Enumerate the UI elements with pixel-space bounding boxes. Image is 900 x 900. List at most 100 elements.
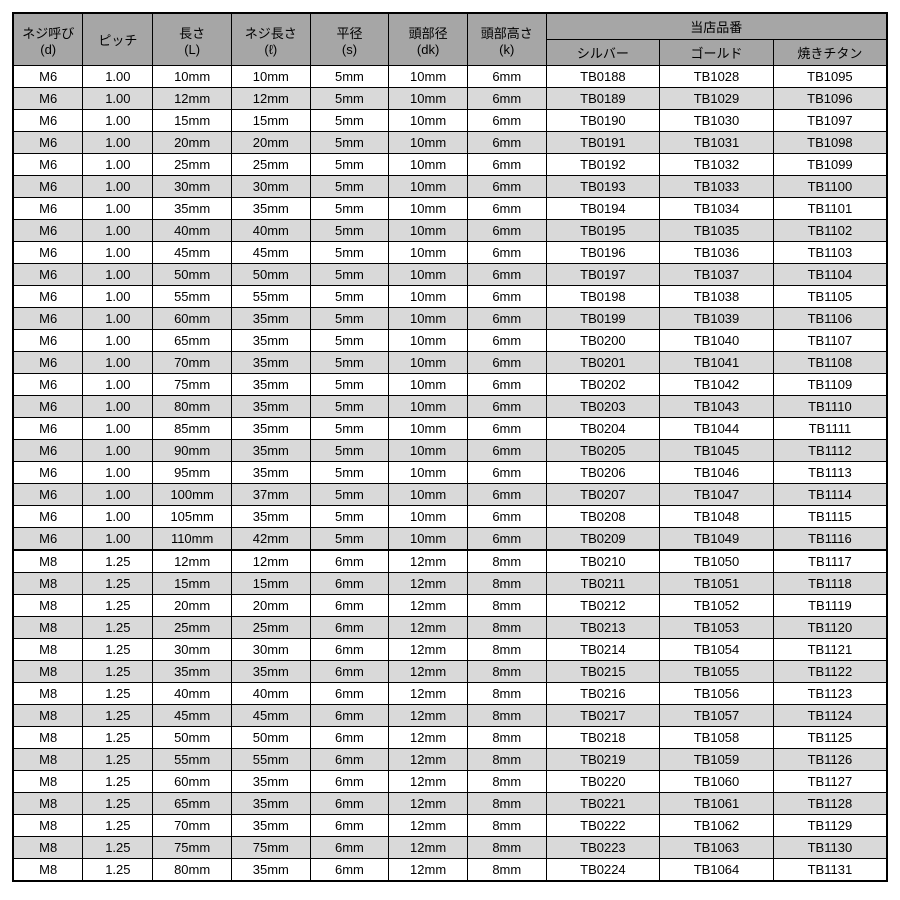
cell-dk: 10mm xyxy=(389,110,468,132)
cell-pitch: 1.00 xyxy=(83,506,153,528)
cell-pn-titan: TB1105 xyxy=(773,286,887,308)
table-row: M61.0090mm35mm5mm10mm6mmTB0205TB1045TB11… xyxy=(13,440,887,462)
cell-pn-silver: TB0199 xyxy=(546,308,660,330)
cell-pn-silver: TB0191 xyxy=(546,132,660,154)
cell-thread-length: 45mm xyxy=(231,705,310,727)
cell-pn-titan: TB1127 xyxy=(773,771,887,793)
table-row: M81.2545mm45mm6mm12mm8mmTB0217TB1057TB11… xyxy=(13,705,887,727)
cell-dk: 10mm xyxy=(389,308,468,330)
cell-d: M6 xyxy=(13,528,83,551)
cell-pn-gold: TB1037 xyxy=(660,264,774,286)
cell-length: 65mm xyxy=(153,793,232,815)
table-header: ネジ呼び (d) ピッチ 長さ (L) ネジ長さ (ℓ) 平径 (s) 頭部径 … xyxy=(13,13,887,66)
cell-length: 40mm xyxy=(153,220,232,242)
cell-length: 25mm xyxy=(153,154,232,176)
cell-thread-length: 40mm xyxy=(231,683,310,705)
cell-length: 50mm xyxy=(153,727,232,749)
cell-k: 6mm xyxy=(467,506,546,528)
cell-pn-silver: TB0208 xyxy=(546,506,660,528)
cell-length: 10mm xyxy=(153,66,232,88)
cell-length: 20mm xyxy=(153,595,232,617)
cell-pn-silver: TB0196 xyxy=(546,242,660,264)
cell-pn-gold: TB1064 xyxy=(660,859,774,882)
cell-s: 6mm xyxy=(310,573,389,595)
cell-pn-silver: TB0217 xyxy=(546,705,660,727)
cell-d: M6 xyxy=(13,198,83,220)
cell-dk: 12mm xyxy=(389,859,468,882)
cell-d: M8 xyxy=(13,705,83,727)
cell-pn-gold: TB1060 xyxy=(660,771,774,793)
cell-dk: 10mm xyxy=(389,506,468,528)
spec-table: ネジ呼び (d) ピッチ 長さ (L) ネジ長さ (ℓ) 平径 (s) 頭部径 … xyxy=(12,12,888,882)
table-row: M61.0030mm30mm5mm10mm6mmTB0193TB1033TB11… xyxy=(13,176,887,198)
cell-s: 5mm xyxy=(310,506,389,528)
cell-pn-gold: TB1029 xyxy=(660,88,774,110)
cell-thread-length: 12mm xyxy=(231,88,310,110)
cell-d: M6 xyxy=(13,110,83,132)
cell-dk: 12mm xyxy=(389,550,468,573)
cell-length: 40mm xyxy=(153,683,232,705)
cell-pn-silver: TB0216 xyxy=(546,683,660,705)
cell-thread-length: 35mm xyxy=(231,396,310,418)
cell-pn-titan: TB1123 xyxy=(773,683,887,705)
cell-pitch: 1.25 xyxy=(83,749,153,771)
cell-pn-silver: TB0197 xyxy=(546,264,660,286)
cell-s: 6mm xyxy=(310,639,389,661)
cell-pitch: 1.00 xyxy=(83,154,153,176)
cell-dk: 12mm xyxy=(389,749,468,771)
cell-k: 6mm xyxy=(467,462,546,484)
cell-k: 8mm xyxy=(467,705,546,727)
table-row: M61.0070mm35mm5mm10mm6mmTB0201TB1041TB11… xyxy=(13,352,887,374)
cell-dk: 10mm xyxy=(389,462,468,484)
cell-pn-gold: TB1028 xyxy=(660,66,774,88)
cell-s: 6mm xyxy=(310,749,389,771)
cell-pn-titan: TB1099 xyxy=(773,154,887,176)
cell-dk: 10mm xyxy=(389,484,468,506)
cell-dk: 10mm xyxy=(389,528,468,551)
cell-pn-gold: TB1053 xyxy=(660,617,774,639)
col-header-dk: 頭部径 (dk) xyxy=(389,13,468,66)
cell-pn-titan: TB1130 xyxy=(773,837,887,859)
cell-pn-titan: TB1109 xyxy=(773,374,887,396)
cell-s: 5mm xyxy=(310,308,389,330)
cell-pn-titan: TB1126 xyxy=(773,749,887,771)
cell-pn-gold: TB1044 xyxy=(660,418,774,440)
cell-s: 5mm xyxy=(310,264,389,286)
cell-length: 65mm xyxy=(153,330,232,352)
cell-s: 6mm xyxy=(310,771,389,793)
cell-pitch: 1.25 xyxy=(83,683,153,705)
cell-dk: 12mm xyxy=(389,617,468,639)
cell-pn-titan: TB1104 xyxy=(773,264,887,286)
cell-pitch: 1.25 xyxy=(83,727,153,749)
table-row: M81.2560mm35mm6mm12mm8mmTB0220TB1060TB11… xyxy=(13,771,887,793)
cell-s: 5mm xyxy=(310,66,389,88)
cell-d: M6 xyxy=(13,286,83,308)
cell-d: M6 xyxy=(13,462,83,484)
cell-pn-gold: TB1052 xyxy=(660,595,774,617)
cell-s: 6mm xyxy=(310,595,389,617)
cell-thread-length: 35mm xyxy=(231,793,310,815)
table-row: M81.2535mm35mm6mm12mm8mmTB0215TB1055TB11… xyxy=(13,661,887,683)
cell-pn-titan: TB1124 xyxy=(773,705,887,727)
cell-pn-titan: TB1100 xyxy=(773,176,887,198)
cell-s: 5mm xyxy=(310,220,389,242)
table-row: M61.0065mm35mm5mm10mm6mmTB0200TB1040TB11… xyxy=(13,330,887,352)
cell-k: 8mm xyxy=(467,683,546,705)
cell-pn-gold: TB1041 xyxy=(660,352,774,374)
cell-pn-gold: TB1032 xyxy=(660,154,774,176)
cell-thread-length: 35mm xyxy=(231,440,310,462)
cell-k: 6mm xyxy=(467,374,546,396)
cell-pn-titan: TB1116 xyxy=(773,528,887,551)
cell-pn-titan: TB1097 xyxy=(773,110,887,132)
cell-pn-gold: TB1043 xyxy=(660,396,774,418)
cell-pn-titan: TB1129 xyxy=(773,815,887,837)
cell-length: 15mm xyxy=(153,110,232,132)
cell-d: M8 xyxy=(13,727,83,749)
table-row: M61.0075mm35mm5mm10mm6mmTB0202TB1042TB11… xyxy=(13,374,887,396)
cell-pn-titan: TB1111 xyxy=(773,418,887,440)
cell-d: M6 xyxy=(13,440,83,462)
cell-pn-gold: TB1057 xyxy=(660,705,774,727)
cell-pn-titan: TB1106 xyxy=(773,308,887,330)
cell-k: 8mm xyxy=(467,793,546,815)
cell-pitch: 1.25 xyxy=(83,859,153,882)
